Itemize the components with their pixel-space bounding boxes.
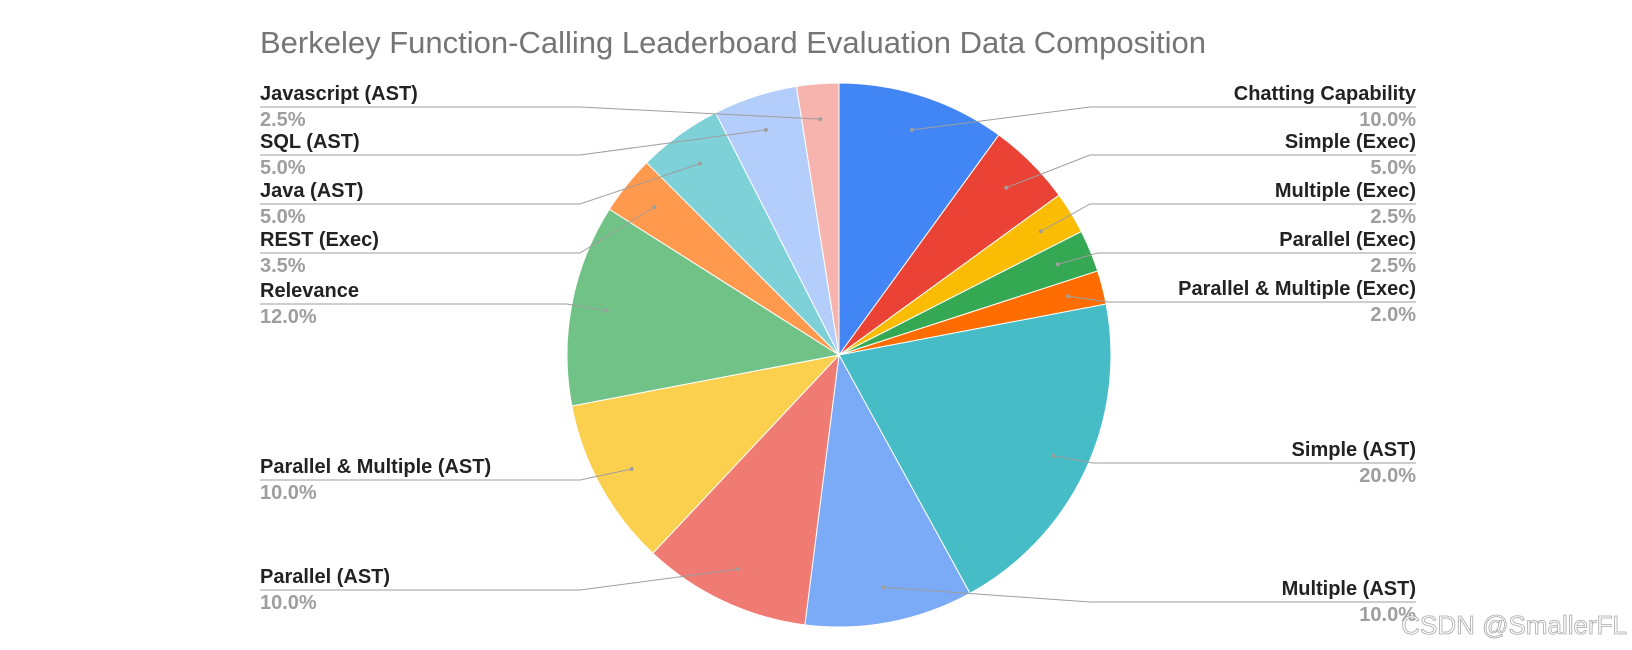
leader-dot <box>1051 453 1056 458</box>
pie-slice <box>838 303 1112 595</box>
slice-percent-label: 10.0% <box>260 592 317 614</box>
slice-label: Simple (Exec) <box>1285 131 1416 153</box>
leader-dot <box>1066 294 1071 299</box>
leader-dot <box>818 117 823 122</box>
pie-slice <box>566 208 841 407</box>
leader-line <box>260 106 821 120</box>
chart-title: Berkeley Function-Calling Leaderboard Ev… <box>260 25 1206 60</box>
slice-label: Multiple (AST) <box>1282 578 1416 600</box>
slice-label: REST (Exec) <box>260 229 379 251</box>
slice-label: SQL (AST) <box>260 131 360 153</box>
watermark: CSDN @SmallerFL <box>1401 610 1627 640</box>
leader-dot <box>604 308 609 313</box>
pie-slice <box>652 353 840 626</box>
leader-line <box>883 586 1416 603</box>
leader-line <box>1057 252 1416 265</box>
leader-line <box>260 129 766 156</box>
leader-dot <box>1004 185 1009 190</box>
leader-line <box>1006 154 1416 189</box>
slice-label: Relevance <box>260 280 359 302</box>
slice-label: Parallel (Exec) <box>1279 229 1416 251</box>
leader-line <box>260 303 607 312</box>
slice-label: Chatting Capability <box>1234 83 1417 105</box>
leader-line <box>260 568 739 591</box>
leader-dot <box>1055 262 1060 267</box>
leader-line <box>260 163 701 205</box>
pie-slices <box>566 82 1112 628</box>
slice-label: Parallel & Multiple (Exec) <box>1178 278 1416 300</box>
leader-dot <box>697 161 702 166</box>
label-leaders <box>260 106 1416 603</box>
slice-percent-label: 20.0% <box>1359 465 1416 487</box>
slice-percent-label: 3.5% <box>260 255 306 277</box>
leader-dot <box>1038 229 1043 234</box>
slice-percent-label: 10.0% <box>260 482 317 504</box>
leader-dot <box>763 127 768 132</box>
leader-dot <box>652 205 657 209</box>
leader-line <box>1053 455 1416 464</box>
pie-slice <box>571 354 841 554</box>
slice-label: Javascript (AST) <box>260 83 418 105</box>
leader-dot <box>736 567 741 572</box>
leader-dot <box>910 127 915 132</box>
slice-percent-label: 2.0% <box>1370 304 1416 326</box>
leader-line <box>912 106 1416 131</box>
slice-percent-label: 2.5% <box>1370 255 1416 277</box>
leader-dot <box>629 467 634 471</box>
pie-slice <box>804 353 971 628</box>
slice-percent-label: 2.5% <box>1370 206 1416 228</box>
leader-line <box>1068 295 1416 303</box>
slice-percent-label: 10.0% <box>1359 109 1416 131</box>
slice-label: Parallel (AST) <box>260 566 390 588</box>
leader-line <box>1040 203 1416 232</box>
slice-percent-label: 5.0% <box>260 206 306 228</box>
leader-line <box>260 206 655 254</box>
slice-label: Simple (AST) <box>1292 439 1416 461</box>
slice-percent-label: 2.5% <box>260 109 306 131</box>
slice-label: Multiple (Exec) <box>1275 180 1416 202</box>
slice-label: Java (AST) <box>260 180 363 202</box>
slice-percent-label: 12.0% <box>260 306 317 328</box>
slice-percent-label: 5.0% <box>1370 157 1416 179</box>
leader-line <box>260 468 632 481</box>
leader-dot <box>881 585 886 590</box>
pie-slice <box>795 82 840 356</box>
slice-label: Parallel & Multiple (AST) <box>260 456 491 478</box>
slice-percent-label: 5.0% <box>260 157 306 179</box>
slice-percent-label: 10.0% <box>1359 604 1416 626</box>
pie-slice <box>838 82 1000 357</box>
